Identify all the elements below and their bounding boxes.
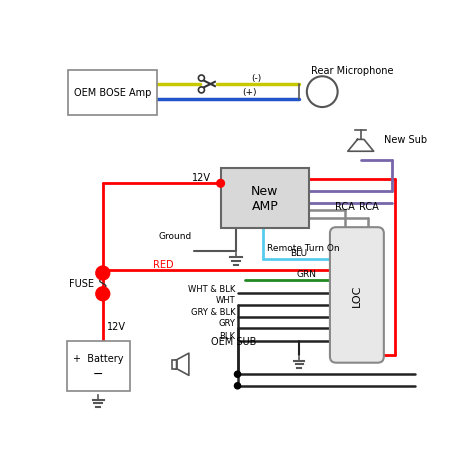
FancyBboxPatch shape bbox=[175, 360, 182, 369]
FancyBboxPatch shape bbox=[330, 228, 384, 363]
Text: GRN: GRN bbox=[297, 269, 317, 278]
Text: GRY: GRY bbox=[219, 318, 235, 327]
Text: +  Battery: + Battery bbox=[73, 353, 123, 363]
Text: FUSE: FUSE bbox=[69, 279, 94, 289]
Text: 12V: 12V bbox=[107, 321, 126, 331]
Text: OEM SUB: OEM SUB bbox=[210, 337, 256, 347]
Text: OEM BOSE Amp: OEM BOSE Amp bbox=[74, 88, 151, 98]
FancyBboxPatch shape bbox=[220, 169, 309, 228]
Text: (+): (+) bbox=[242, 88, 256, 97]
Circle shape bbox=[199, 76, 204, 82]
Text: WHT: WHT bbox=[216, 296, 235, 305]
Circle shape bbox=[235, 371, 241, 377]
FancyBboxPatch shape bbox=[66, 341, 130, 391]
Text: WHT & BLK: WHT & BLK bbox=[188, 284, 235, 293]
Text: RCA: RCA bbox=[358, 202, 378, 212]
Text: GRY & BLK: GRY & BLK bbox=[191, 307, 235, 316]
Text: Rear Microphone: Rear Microphone bbox=[310, 66, 393, 76]
Circle shape bbox=[100, 268, 106, 274]
FancyBboxPatch shape bbox=[172, 360, 176, 369]
Circle shape bbox=[307, 77, 337, 108]
Text: BLK: BLK bbox=[219, 332, 235, 340]
Text: RED: RED bbox=[153, 259, 173, 269]
Text: RCA: RCA bbox=[336, 202, 355, 212]
FancyBboxPatch shape bbox=[68, 71, 157, 116]
Text: BLU: BLU bbox=[291, 248, 308, 258]
Text: Remote Turn On: Remote Turn On bbox=[267, 243, 339, 252]
Text: LOC: LOC bbox=[352, 284, 362, 307]
Circle shape bbox=[235, 383, 241, 389]
Text: New
AMP: New AMP bbox=[251, 185, 279, 212]
Text: 12V: 12V bbox=[192, 173, 211, 183]
Text: New Sub: New Sub bbox=[384, 135, 427, 145]
Circle shape bbox=[199, 88, 204, 94]
Text: −: − bbox=[93, 367, 103, 380]
Polygon shape bbox=[176, 353, 189, 376]
Circle shape bbox=[96, 267, 109, 280]
Polygon shape bbox=[348, 140, 374, 152]
Circle shape bbox=[96, 287, 109, 301]
Text: (-): (-) bbox=[252, 73, 262, 82]
Circle shape bbox=[217, 180, 225, 188]
Text: Ground: Ground bbox=[158, 232, 191, 241]
